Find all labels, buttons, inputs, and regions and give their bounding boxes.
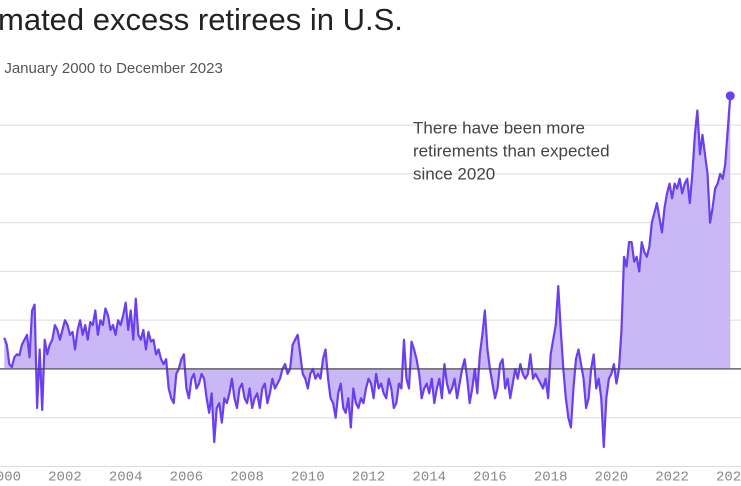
x-tick-label: 2008 xyxy=(230,470,264,486)
x-tick-label: 2010 xyxy=(291,470,325,486)
end-point xyxy=(725,91,735,101)
line xyxy=(3,95,732,449)
x-tick-label: 2002 xyxy=(48,470,82,486)
x-tick-label: 2018 xyxy=(534,470,568,486)
area xyxy=(4,95,731,447)
x-tick-label: 2000 xyxy=(0,470,21,486)
annotation: since 2020 xyxy=(413,164,495,183)
x-tick-label: 2012 xyxy=(352,470,386,486)
chart-title: mated excess retirees in U.S. xyxy=(0,2,403,37)
x-tick-label: 2016 xyxy=(473,470,507,486)
annotation: retirements than expected xyxy=(413,141,610,160)
x-tick-label: 2004 xyxy=(109,470,143,486)
x-tick-label: 2014 xyxy=(412,470,446,486)
chart-subtitle: , January 2000 to December 2023 xyxy=(0,60,223,77)
x-tick-label: 2006 xyxy=(170,470,204,486)
annotation: There have been more xyxy=(413,118,585,137)
x-tick-label: 2022 xyxy=(655,470,689,486)
x-tick-label: 2020 xyxy=(595,470,629,486)
x-tick-label: 2024 xyxy=(716,470,741,486)
